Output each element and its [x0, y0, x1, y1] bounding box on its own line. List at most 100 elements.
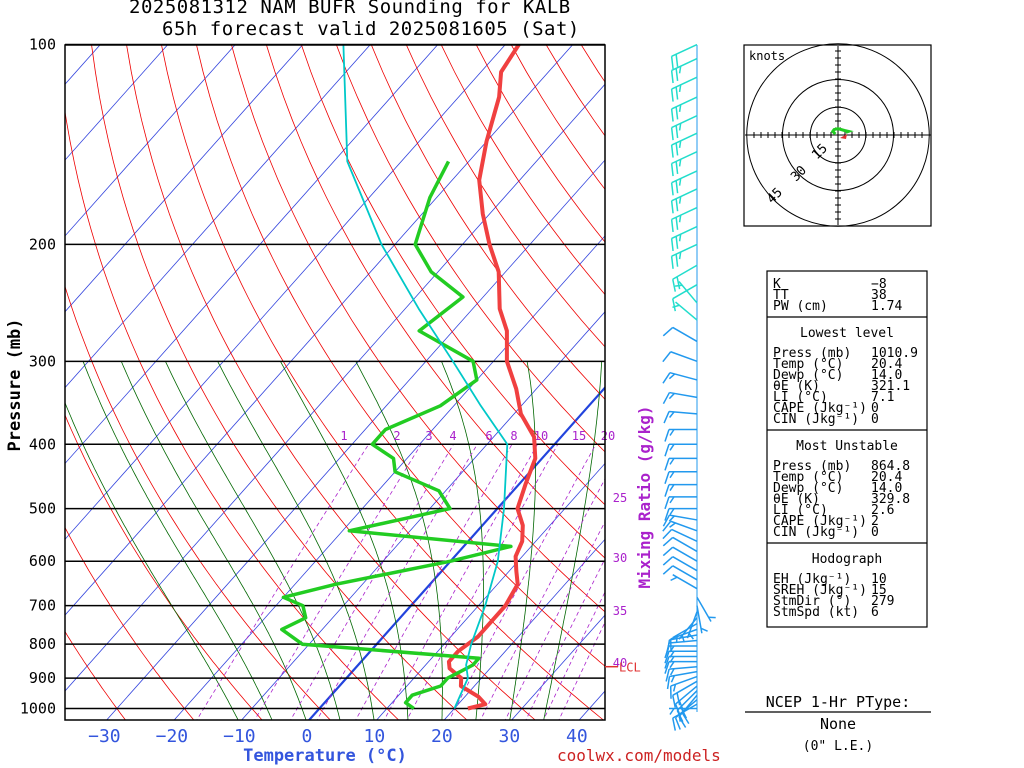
- lcl-label: LCL: [619, 661, 641, 675]
- barb-feather: [662, 351, 672, 363]
- dry-adiabat: [196, 45, 605, 667]
- barb-feather: [665, 668, 670, 682]
- barb-feather: [675, 54, 679, 67]
- mixing-ratio-tick-label: 4: [449, 429, 456, 443]
- mixing-ratio-tick-label: 6: [485, 429, 492, 443]
- moist-adiabat: [280, 361, 409, 720]
- mixing-ratio-line: [290, 444, 454, 720]
- barb-feather: [662, 392, 671, 405]
- stability-indices-table: K −8 TT 38 PW (cm) 1.74 Lowest level Press (mb)…: [766, 270, 928, 628]
- wind-barb: [672, 680, 698, 708]
- barb-feather: [668, 411, 675, 418]
- barb-feather: [688, 632, 695, 640]
- barb-staff: [669, 639, 698, 644]
- stats-value: 279: [871, 594, 894, 609]
- mixing-ratio-tick-label: 3: [425, 429, 432, 443]
- wind-barb: [664, 428, 697, 442]
- wind-barb: [662, 351, 698, 363]
- mixing-ratio-tick-label: 2: [393, 429, 400, 443]
- stats-value: 7.1: [871, 390, 894, 405]
- barb-staff: [671, 132, 698, 146]
- barb-feather: [664, 661, 670, 674]
- wind-barb: [670, 170, 698, 196]
- stats-label: LI (°C): [773, 390, 828, 405]
- mixing-ratio-axis-label: Mixing Ratio (g/kg): [635, 405, 654, 588]
- barb-feather: [670, 127, 674, 141]
- moist-adiabat: [355, 361, 443, 720]
- moist-adiabat: [543, 361, 603, 720]
- wind-barb: [670, 76, 698, 102]
- y-axis-label: Pressure (mb): [5, 318, 25, 451]
- barb-feather: [681, 635, 685, 643]
- barb-staff: [671, 115, 698, 129]
- temperature-tick-label: −20: [156, 726, 189, 747]
- barb-feather: [678, 159, 682, 167]
- stats-value: 20.4: [871, 357, 902, 372]
- pressure-tick-label: 100: [29, 36, 56, 54]
- barb-staff: [670, 351, 698, 363]
- dry-adiabat: [65, 109, 400, 720]
- pressure-tick-label: 900: [29, 669, 56, 687]
- wind-barb: [662, 371, 698, 384]
- barb-staff: [672, 565, 698, 581]
- stats-label: SREH (Jkg⁻¹): [773, 583, 867, 598]
- wind-barb: [665, 665, 698, 682]
- dry-adiabat: [65, 630, 126, 720]
- barb-feather: [675, 236, 679, 249]
- barb-staff: [671, 188, 698, 202]
- x-axis-label: Temperature (°C): [243, 746, 407, 766]
- pressure-tick-label: 500: [29, 500, 56, 518]
- pressure-tick-label: 700: [29, 597, 56, 615]
- stats-value: −8: [871, 277, 887, 292]
- stats-label: CIN (Jkg⁻¹): [773, 525, 859, 540]
- isotherm-line: [65, 45, 573, 616]
- barb-feather: [668, 392, 675, 400]
- dry-adiabat: [91, 45, 468, 720]
- title-line-2: 65h forecast valid 2025081605 (Sat): [162, 18, 580, 40]
- pressure-axis: 100 200 300 400 500 600 700 800 900 1000: [20, 36, 56, 718]
- mixing-ratio-line: [196, 444, 370, 720]
- dry-adiabat: [405, 45, 605, 348]
- barb-feather: [681, 712, 690, 725]
- barb-feather: [672, 298, 677, 312]
- wind-barb: [672, 622, 698, 643]
- barb-feather: [672, 718, 677, 731]
- isotherm-line: [443, 538, 605, 720]
- barb-feather: [669, 484, 675, 492]
- mixing-ratio-line: [383, 444, 538, 720]
- barb-staff: [671, 96, 698, 110]
- wind-barb: [696, 596, 716, 622]
- isotherm-line: [65, 45, 303, 313]
- barb-feather: [666, 676, 671, 690]
- barb-feather: [672, 684, 677, 692]
- pressure-tick-label: 300: [29, 352, 56, 370]
- wind-barb: [670, 43, 698, 70]
- wind-barb: [664, 483, 697, 497]
- wind-barb: [670, 243, 698, 269]
- isotherm-line: [65, 83, 605, 692]
- barb-feather: [678, 140, 682, 149]
- barb-feather: [664, 484, 670, 497]
- dry-adiabat: [161, 45, 604, 720]
- stats-label: Temp (°C): [773, 470, 843, 485]
- wind-barb: [696, 605, 708, 634]
- barb-feather: [663, 411, 670, 424]
- stats-section-title: Hodograph: [812, 552, 882, 567]
- mixing-ratio-tick-label: 35: [613, 604, 627, 618]
- dry-adiabat: [65, 526, 195, 720]
- barb-feather: [675, 217, 679, 230]
- wind-barb: [662, 546, 698, 562]
- stats-label: Temp (°C): [773, 357, 843, 372]
- dry-adiabat: [336, 45, 605, 453]
- wind-barb: [670, 115, 698, 141]
- moist-adiabat: [120, 361, 307, 720]
- barb-feather: [670, 219, 674, 233]
- barb-staff: [671, 528, 698, 542]
- barb-feather: [662, 556, 674, 566]
- isotherm-line: [65, 45, 438, 465]
- isotherm-line: [65, 45, 371, 389]
- barb-feather: [678, 700, 685, 713]
- barb-feather: [675, 254, 679, 267]
- wind-barb: [662, 514, 698, 527]
- barb-feather: [678, 104, 682, 112]
